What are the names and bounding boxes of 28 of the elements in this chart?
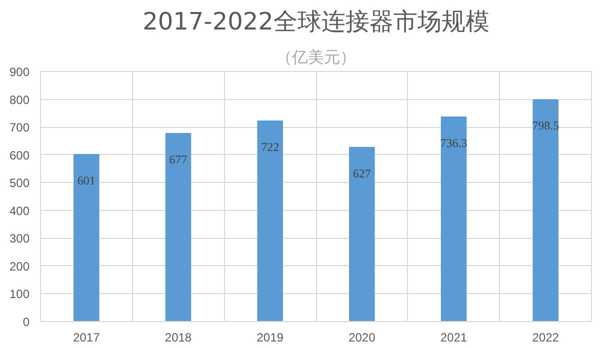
bar — [74, 154, 100, 322]
data-label: 677 — [169, 152, 188, 166]
chart-subtitle: （亿美元） — [276, 48, 356, 66]
y-tick-label: 0 — [22, 315, 30, 329]
y-tick-label: 700 — [9, 120, 30, 135]
bar — [257, 120, 283, 322]
y-tick-label: 300 — [9, 232, 30, 246]
x-tick-label: 2022 — [532, 330, 560, 344]
bar — [532, 99, 558, 322]
x-tick-label: 2018 — [164, 330, 192, 344]
data-label: 722 — [261, 140, 280, 154]
x-tick-label: 2017 — [73, 330, 100, 344]
y-tick-label: 400 — [9, 204, 30, 218]
bar — [440, 116, 467, 322]
data-label: 601 — [77, 174, 96, 188]
y-tick-label: 500 — [9, 176, 30, 190]
y-tick-label: 200 — [9, 259, 30, 274]
y-tick-label: 800 — [9, 92, 30, 107]
bar — [349, 146, 375, 322]
chart-title: 2017-2022全球连接器市场规模 — [142, 8, 490, 36]
x-tick-label: 2019 — [256, 330, 284, 344]
data-label: 627 — [352, 166, 371, 180]
x-tick-label: 2021 — [440, 330, 468, 344]
x-tick-label: 2020 — [348, 330, 376, 344]
bar — [165, 132, 192, 322]
y-tick-label: 100 — [9, 287, 30, 302]
y-tick-label: 900 — [9, 65, 30, 79]
y-tick-label: 600 — [9, 148, 30, 162]
